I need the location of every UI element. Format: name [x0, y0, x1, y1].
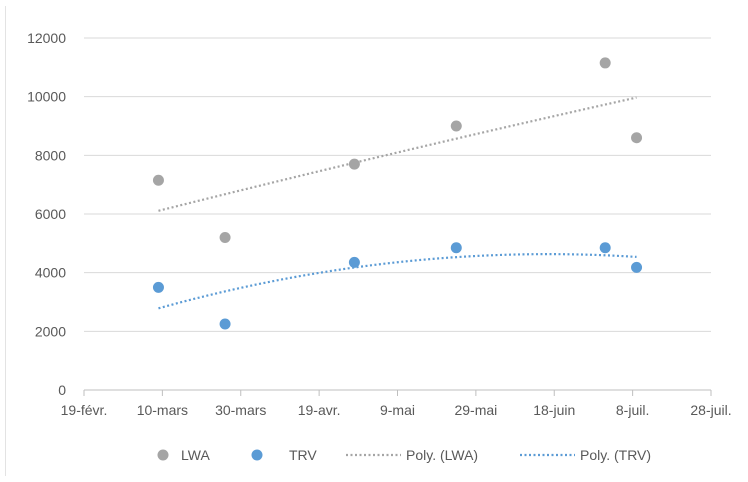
y-tick-label: 8000	[35, 147, 66, 163]
y-tick-label: 2000	[35, 323, 66, 339]
data-point-lwa	[152, 174, 164, 186]
data-point-trv	[450, 242, 462, 254]
data-point-trv	[348, 256, 360, 268]
legend-label: TRV	[289, 447, 317, 463]
x-tick-label: 19-févr.	[61, 402, 108, 418]
y-tick-label: 6000	[35, 206, 66, 222]
legend-label: Poly. (LWA)	[406, 447, 478, 463]
x-tick-label: 30-mars	[215, 402, 266, 418]
data-point-lwa	[450, 120, 462, 132]
trendline-lwa	[158, 96, 637, 212]
x-tick-label: 19-avr.	[298, 402, 341, 418]
data-point-trv	[631, 261, 643, 273]
trendline-trv	[158, 253, 637, 310]
x-tick-label: 28-juil.	[690, 402, 731, 418]
data-point-lwa	[631, 132, 643, 144]
gridlines	[84, 37, 711, 332]
legend-label: LWA	[181, 447, 210, 463]
data-point-lwa	[348, 158, 360, 170]
data-point-trv	[599, 242, 611, 254]
legend-marker	[251, 449, 263, 461]
legend: LWA TRV Poly. (LWA) Poly. (TRV)	[157, 447, 651, 463]
chart-frame	[5, 6, 743, 476]
data-point-trv	[219, 318, 231, 330]
x-tick-label: 18-juin	[533, 402, 575, 418]
x-tick-label: 9-mai	[380, 402, 415, 418]
legend-marker	[157, 449, 169, 461]
trendlines	[158, 96, 637, 310]
x-tick-label: 29-mai	[454, 402, 497, 418]
x-tick-label: 8-juil.	[616, 402, 649, 418]
data-point-lwa	[219, 231, 231, 243]
y-tick-label: 0	[58, 382, 66, 398]
legend-label: Poly. (TRV)	[580, 447, 651, 463]
y-tick-label: 4000	[35, 265, 66, 281]
y-tick-label: 12000	[27, 30, 66, 46]
data-points	[152, 57, 643, 330]
data-point-lwa	[599, 57, 611, 69]
axes: 0 2000 4000 6000 8000 10000 12000 19-févr. 10-ma…	[27, 30, 732, 418]
data-point-trv	[152, 281, 164, 293]
x-tick-label: 10-mars	[137, 402, 188, 418]
y-tick-label: 10000	[27, 89, 66, 105]
